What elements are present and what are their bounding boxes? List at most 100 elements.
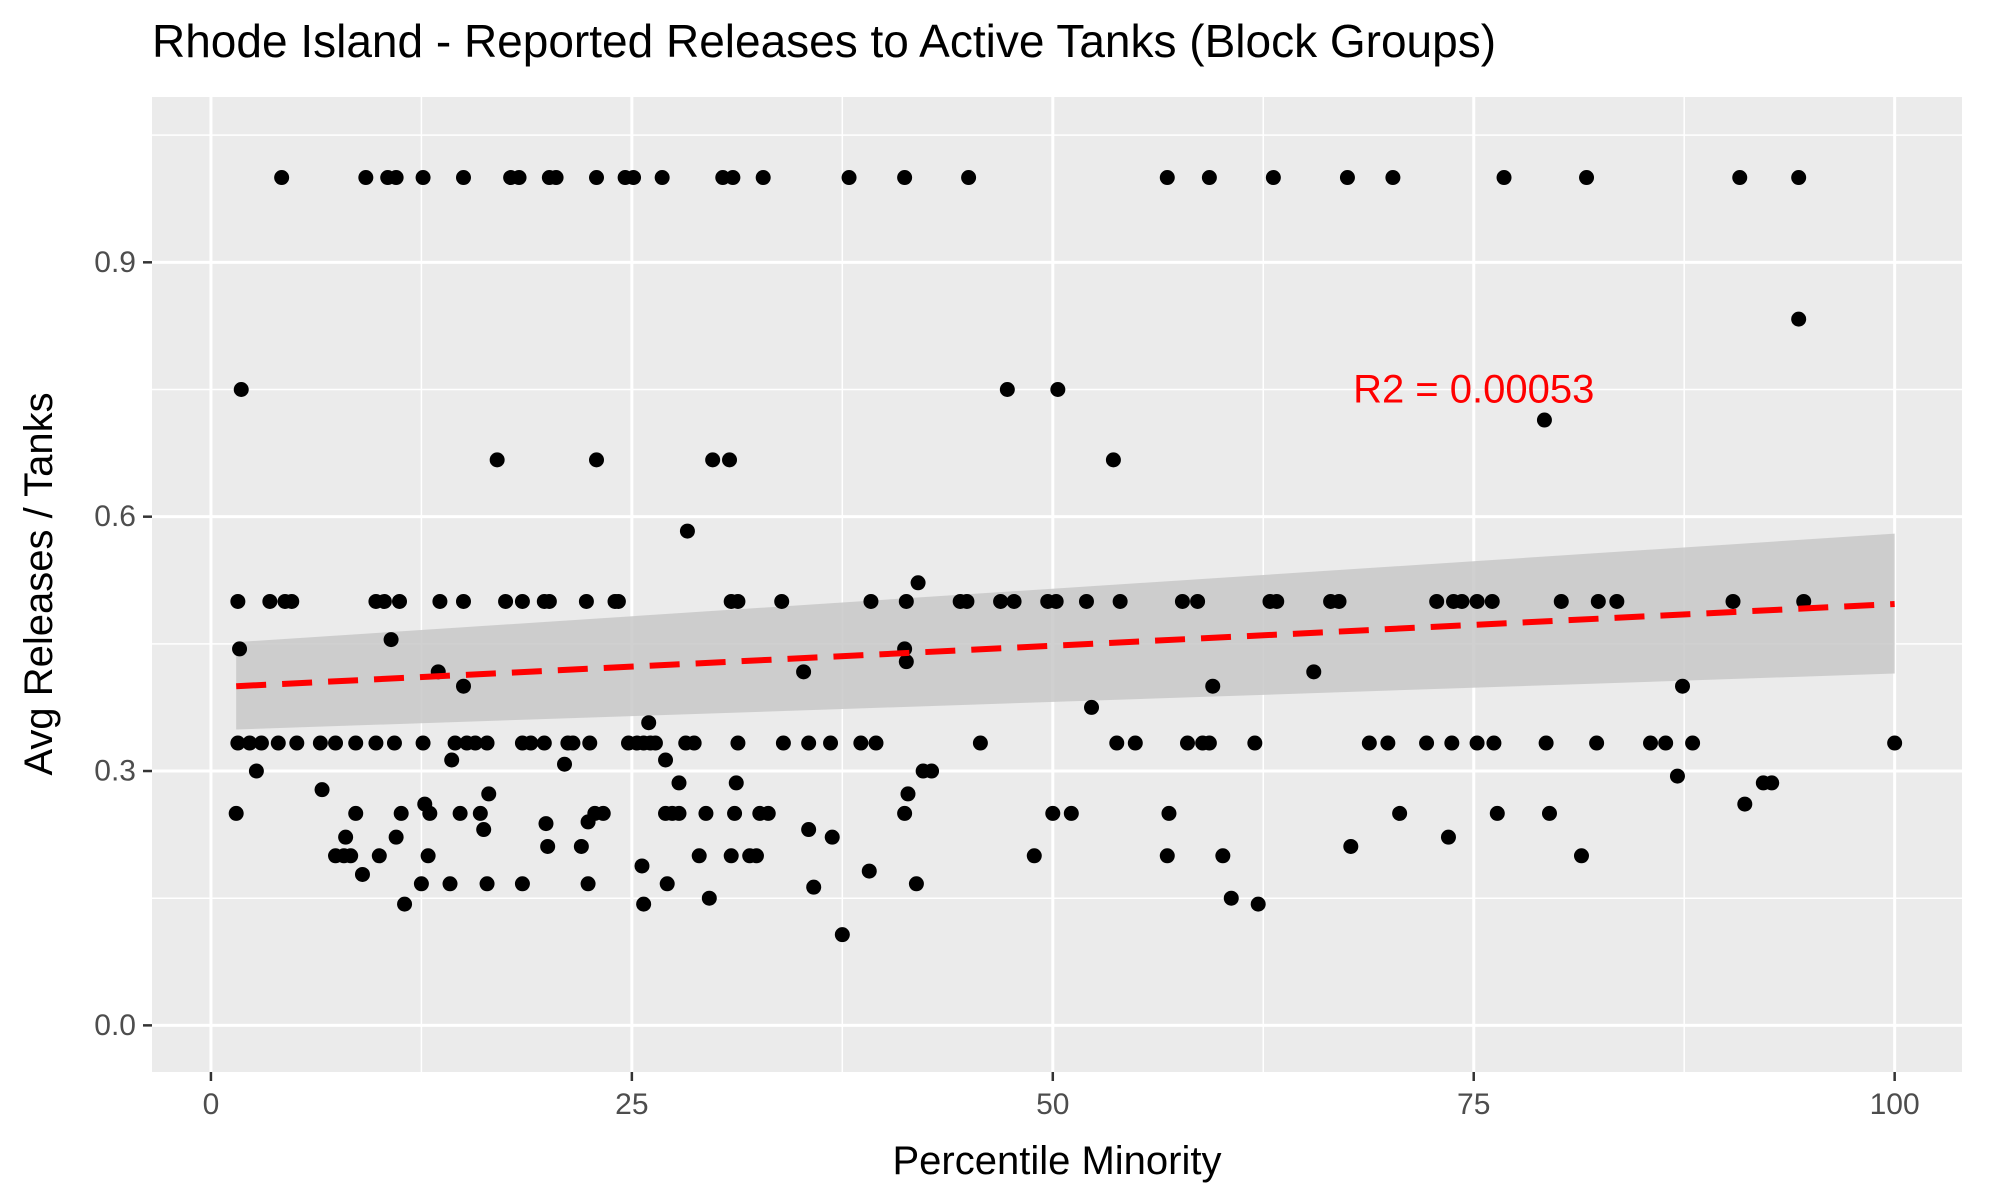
data-point: [541, 593, 557, 609]
data-point: [1669, 768, 1685, 784]
data-point: [1392, 805, 1408, 821]
data-point: [1112, 593, 1128, 609]
data-point: [536, 735, 552, 751]
data-point: [338, 829, 354, 845]
data-point: [479, 876, 495, 892]
data-point: [1419, 735, 1435, 751]
data-point: [1201, 170, 1217, 186]
data-point: [722, 452, 738, 468]
data-point: [626, 170, 642, 186]
data-point: [479, 735, 495, 751]
data-point: [796, 664, 812, 680]
data-point: [647, 735, 663, 751]
data-point: [1538, 735, 1554, 751]
data-point: [1179, 735, 1195, 751]
data-point: [242, 735, 258, 751]
data-point: [868, 735, 884, 751]
data-point: [610, 593, 626, 609]
data-point: [232, 641, 248, 657]
data-point: [701, 890, 717, 906]
data-point: [1127, 735, 1143, 751]
data-point: [834, 927, 850, 943]
data-point: [1887, 735, 1903, 751]
data-point: [659, 876, 675, 892]
y-axis: 0.0 0.3 0.6 0.9: [94, 246, 152, 1042]
data-point: [1737, 796, 1753, 812]
data-point: [1496, 170, 1512, 186]
data-point: [1484, 593, 1500, 609]
data-point: [1269, 593, 1285, 609]
data-point: [775, 735, 791, 751]
confidence-band: [236, 533, 1895, 730]
data-point: [343, 848, 359, 864]
data-point: [1541, 805, 1557, 821]
data-point: [580, 814, 596, 830]
data-point: [698, 805, 714, 821]
data-point: [671, 805, 687, 821]
data-point: [1159, 848, 1175, 864]
data-point: [730, 593, 746, 609]
data-point: [641, 715, 657, 731]
data-point: [481, 786, 497, 802]
data-point: [1796, 593, 1812, 609]
data-point: [415, 735, 431, 751]
data-point: [1469, 593, 1485, 609]
x-axis: 0 25 50 75 100: [203, 1072, 1920, 1121]
data-point: [595, 805, 611, 821]
data-point: [1791, 170, 1807, 186]
data-point: [774, 593, 790, 609]
data-point: [1265, 170, 1281, 186]
data-point: [1536, 412, 1552, 428]
data-point: [444, 752, 460, 768]
data-point: [452, 805, 468, 821]
data-point: [1725, 593, 1741, 609]
data-point: [467, 735, 483, 751]
data-point: [1048, 593, 1064, 609]
data-point: [1609, 593, 1625, 609]
data-point: [671, 775, 687, 791]
data-point: [397, 896, 413, 912]
r2-annotation: R2 = 0.00053: [1353, 368, 1594, 412]
data-points: [228, 170, 1903, 943]
data-point: [358, 170, 374, 186]
trend-line: [236, 601, 1895, 690]
y-tick-label: 0.0: [94, 1009, 136, 1042]
data-point: [589, 170, 605, 186]
data-point: [1050, 382, 1066, 397]
data-point: [898, 654, 914, 670]
data-point: [897, 170, 913, 186]
data-point: [1250, 896, 1266, 912]
data-point: [1205, 678, 1221, 694]
data-point: [455, 593, 471, 609]
y-tick-label: 0.6: [94, 500, 136, 533]
data-point: [636, 896, 652, 912]
data-point: [1675, 678, 1691, 694]
data-point: [727, 805, 743, 821]
data-point: [371, 848, 387, 864]
data-point: [565, 735, 581, 751]
data-point: [376, 593, 392, 609]
data-point: [1553, 593, 1569, 609]
y-axis-title: Avg Releases / Tanks: [17, 392, 61, 775]
data-point: [455, 678, 471, 694]
data-point: [1247, 735, 1263, 751]
data-point: [728, 775, 744, 791]
data-point: [1084, 699, 1100, 715]
data-point: [573, 838, 589, 854]
data-point: [1201, 735, 1217, 751]
data-point: [523, 735, 539, 751]
data-point: [1078, 593, 1094, 609]
data-point: [1109, 735, 1125, 751]
data-point: [289, 735, 305, 751]
data-point: [1339, 170, 1355, 186]
data-point: [393, 805, 409, 821]
data-point: [383, 632, 399, 648]
data-point: [972, 735, 988, 751]
data-point: [823, 735, 839, 751]
data-point: [760, 805, 776, 821]
data-point: [1454, 593, 1470, 609]
data-point: [801, 822, 817, 838]
data-point: [755, 170, 771, 186]
data-point: [1343, 838, 1359, 854]
data-point: [476, 822, 492, 838]
